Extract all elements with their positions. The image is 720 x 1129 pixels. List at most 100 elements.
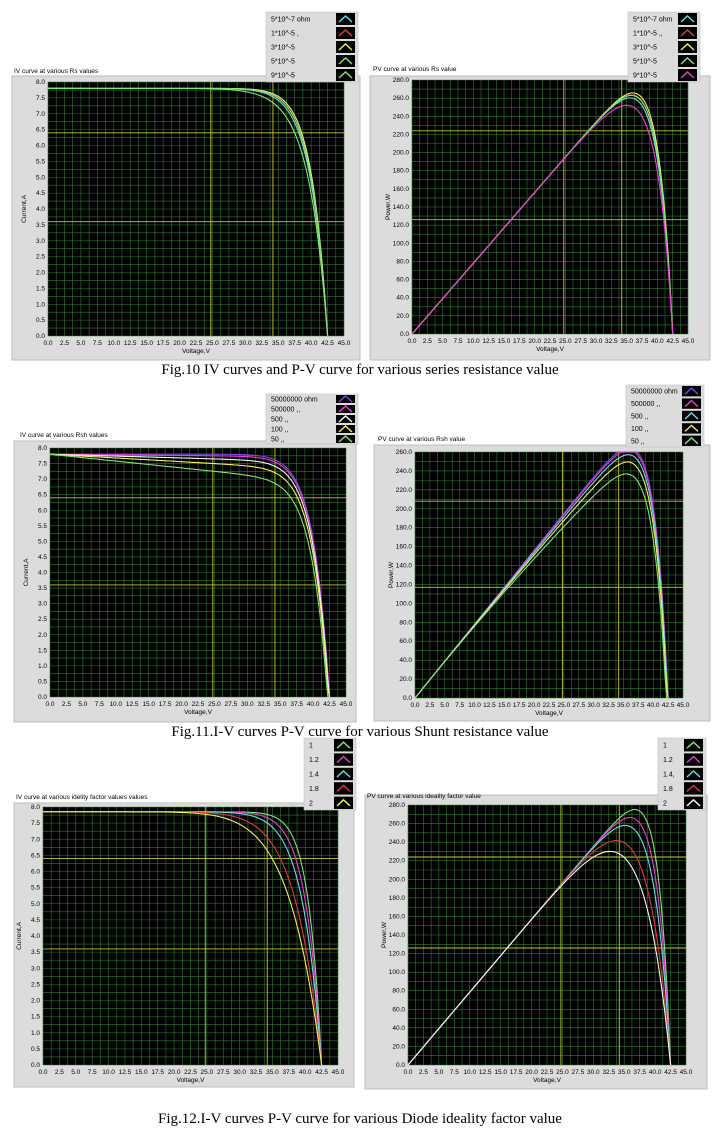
x-tick-label: 45.0 [340, 701, 353, 708]
legend-label: 500 ,, [271, 417, 289, 424]
x-tick-label: 27.5 [217, 1069, 230, 1076]
x-tick-label: 7.5 [450, 1069, 459, 1076]
chart-panel-5: IV curve at various idelity factor value… [13, 737, 357, 1088]
x-tick-label: 37.5 [632, 702, 645, 709]
x-tick-label: 20.0 [528, 338, 541, 345]
y-axis-label: Power,W [385, 193, 392, 220]
legend-label: 500000 ,, [631, 401, 660, 408]
legend-line-icon [684, 412, 699, 420]
x-tick-label: 5.0 [440, 702, 449, 709]
y-tick-label: 2.0 [38, 632, 47, 639]
x-tick-label: 35.0 [272, 340, 285, 347]
x-tick-label: 17.5 [510, 1069, 523, 1076]
series-line-5 [49, 453, 330, 698]
x-tick-label: 30.0 [239, 340, 252, 347]
y-tick-label: 7.5 [31, 820, 40, 827]
legend-swatch [682, 386, 701, 397]
y-tick-label: 4.0 [36, 206, 45, 213]
x-tick-label: 40.0 [305, 340, 318, 347]
legend-line-icon [680, 29, 695, 37]
legend-line-icon [686, 770, 701, 778]
legend-swatch [336, 405, 355, 413]
y-tick-label: 6.5 [36, 127, 45, 134]
y-tick-label: 200.0 [389, 876, 406, 883]
x-tick-label: 10.0 [109, 701, 122, 708]
legend-swatch [684, 796, 703, 809]
x-tick-label: 20.0 [175, 701, 188, 708]
y-tick-label: 120.0 [393, 222, 410, 229]
legend-label: 5*10^-7 ohm [633, 17, 673, 24]
y-axis-label: Power,W [388, 561, 395, 588]
legend-swatch [678, 41, 697, 53]
legend-label: 50000000 ohm [271, 397, 318, 404]
legend-swatch [334, 767, 353, 781]
legend-label: 5*10^-7 ohm [271, 17, 311, 24]
x-tick-label: 42.5 [323, 701, 336, 708]
legend-swatch [336, 425, 355, 433]
x-tick-label: 37.5 [283, 1069, 296, 1076]
y-tick-label: 140.0 [396, 563, 413, 570]
y-axis-label: Power,W [381, 921, 388, 948]
y-tick-label: 80.0 [392, 988, 405, 995]
legend-swatch [678, 55, 697, 67]
x-tick-label: 17.5 [157, 340, 170, 347]
x-tick-label: 17.5 [159, 701, 172, 708]
legend-label: 3*10^-5 [271, 45, 295, 52]
x-tick-label: 25.0 [559, 338, 572, 345]
x-tick-label: 35.0 [620, 338, 633, 345]
y-tick-label: 180.0 [389, 895, 406, 902]
y-tick-label: 160.0 [393, 186, 410, 193]
x-tick-label: 40.0 [307, 701, 320, 708]
x-tick-label: 2.5 [423, 338, 432, 345]
legend-swatch [336, 69, 355, 81]
y-tick-label: 1.0 [36, 301, 45, 308]
x-tick-label: 15.0 [498, 338, 511, 345]
figure-caption-12: Fig.12.I-V curves P-V curve for various … [158, 1111, 562, 1127]
y-tick-label: 4.5 [31, 917, 40, 924]
y-tick-label: 2.5 [36, 254, 45, 261]
y-tick-label: 6.0 [38, 507, 47, 514]
y-tick-label: 1.0 [38, 663, 47, 670]
legend-label: 500 ,, [631, 414, 649, 421]
x-tick-label: 42.5 [315, 1069, 328, 1076]
x-tick-label: 5.0 [71, 1069, 80, 1076]
y-tick-label: 220.0 [396, 487, 413, 494]
x-tick-label: 25.0 [206, 340, 219, 347]
chart-title: IV curve at various Rs values [14, 68, 99, 75]
y-tick-label: 160.0 [389, 913, 406, 920]
x-tick-label: 35.0 [266, 1069, 279, 1076]
x-tick-label: 27.5 [223, 340, 236, 347]
x-tick-label: 17.5 [513, 702, 526, 709]
legend-line-icon [680, 43, 695, 51]
x-tick-label: 37.5 [636, 338, 649, 345]
x-tick-label: 15.0 [135, 1069, 148, 1076]
x-tick-label: 10.0 [102, 1069, 115, 1076]
x-tick-label: 2.5 [419, 1069, 428, 1076]
legend-swatch [682, 410, 701, 422]
y-tick-label: 100.0 [393, 240, 410, 247]
x-tick-label: 0.0 [407, 338, 416, 345]
y-tick-label: 7.0 [31, 836, 40, 843]
y-tick-label: 220.0 [393, 131, 410, 138]
chart-title: IV curve at various idelity factor value… [16, 794, 148, 801]
y-tick-label: 4.5 [36, 190, 45, 197]
legend-line-icon [680, 57, 695, 65]
legend-label: 9*10^-5 [633, 73, 657, 80]
x-tick-label: 25.0 [208, 701, 221, 708]
x-axis-label: Voltage,V [182, 348, 210, 355]
x-tick-label: 35.0 [617, 702, 630, 709]
legend: 5*10^-7 ohm 1*10^-5 , 3*10^-5 5*10^-5 9*10^-… [265, 11, 359, 83]
x-tick-label: 15.0 [140, 340, 153, 347]
legend-line-icon [336, 741, 351, 749]
chart-title: PV curve at various Rsh value [378, 436, 465, 443]
chart-panel-2: PV curve at various Rs value 0.0 2.5 5.0 7.5… [369, 11, 711, 361]
y-tick-label: 8.0 [36, 79, 45, 86]
x-tick-label: 5.0 [438, 338, 447, 345]
x-tick-label: 45.0 [338, 340, 351, 347]
x-tick-label: 0.0 [410, 702, 419, 709]
y-tick-label: 40.0 [396, 295, 409, 302]
x-tick-label: 15.0 [494, 1069, 507, 1076]
y-tick-label: 100.0 [396, 600, 413, 607]
y-tick-label: 0.0 [31, 1062, 40, 1069]
legend: 50000000 ohm 500000 ,, 500 ,, 100 ,, 50 ,, [625, 384, 705, 448]
